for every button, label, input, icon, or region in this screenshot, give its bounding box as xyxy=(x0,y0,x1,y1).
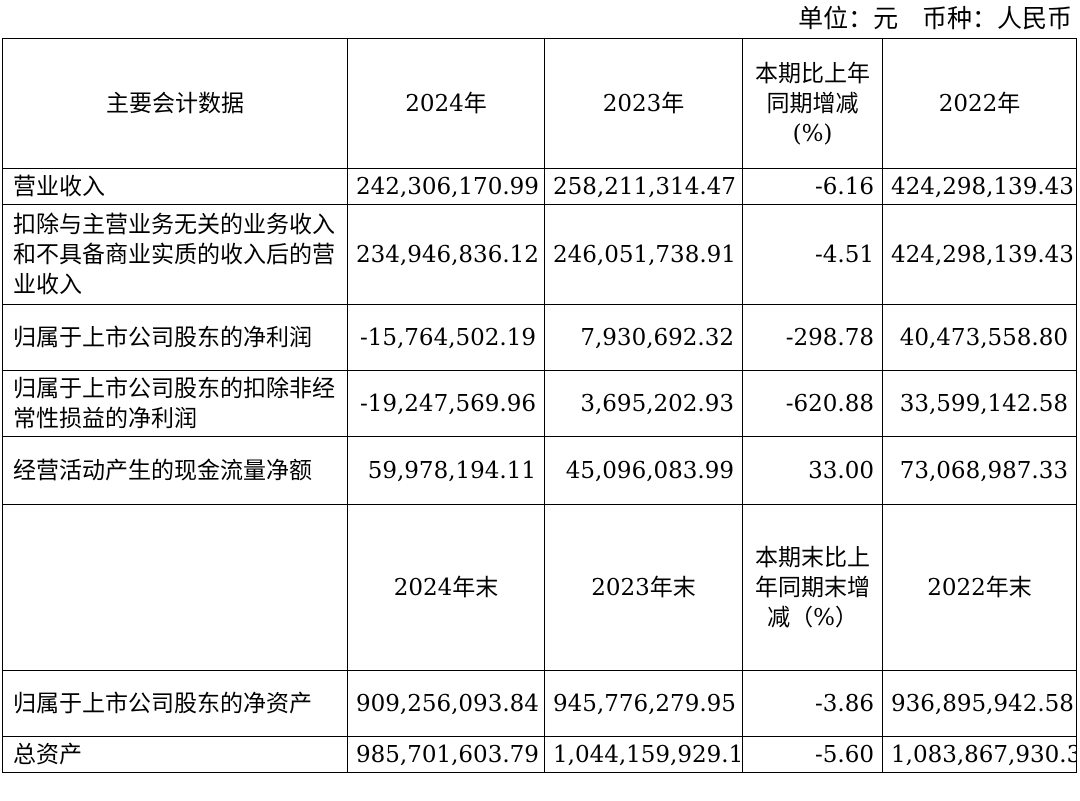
header-2024-end: 2024年末 xyxy=(347,504,545,671)
value-2024: 59,978,194.11 xyxy=(347,436,545,505)
value-2023: 3,695,202.93 xyxy=(544,370,743,437)
header-2023-end: 2023年末 xyxy=(544,504,743,671)
value-change: -6.16 xyxy=(742,168,883,205)
value-2022: 40,473,558.80 xyxy=(882,304,1077,371)
table-row: 经营活动产生的现金流量净额 59,978,194.11 45,096,083.9… xyxy=(2,436,1077,505)
value-change: -620.88 xyxy=(742,370,883,437)
header-label: 主要会计数据 xyxy=(2,38,348,169)
value-2022: 424,298,139.43 xyxy=(882,204,1077,305)
row-label: 总资产 xyxy=(2,736,348,773)
header-change: 本期比上年同期增减(%) xyxy=(742,38,883,169)
value-2023: 45,096,083.99 xyxy=(544,436,743,505)
header-2022: 2022年 xyxy=(882,38,1077,169)
table-row: 归属于上市公司股东的扣除非经常性损益的净利润 -19,247,569.96 3,… xyxy=(2,370,1077,437)
value-2024: 234,946,836.12 xyxy=(347,204,545,305)
row-label: 扣除与主营业务无关的业务收入和不具备商业实质的收入后的营业收入 xyxy=(2,204,348,305)
value-change: -298.78 xyxy=(742,304,883,371)
table-row: 总资产 985,701,603.79 1,044,159,929.12 -5.6… xyxy=(2,736,1077,773)
value-2022: 33,599,142.58 xyxy=(882,370,1077,437)
value-2024: -15,764,502.19 xyxy=(347,304,545,371)
value-2023: 246,051,738.91 xyxy=(544,204,743,305)
unit-currency-note: 单位：元 币种：人民币 xyxy=(798,4,1072,33)
table-row: 归属于上市公司股东的净利润 -15,764,502.19 7,930,692.3… xyxy=(2,304,1077,371)
key-accounting-data-table: 主要会计数据 2024年 2023年 本期比上年同期增减(%) 2022年 营业… xyxy=(2,38,1077,773)
value-2022: 936,895,942.58 xyxy=(882,670,1077,737)
value-2022: 424,298,139.43 xyxy=(882,168,1077,205)
value-2024: 985,701,603.79 xyxy=(347,736,545,773)
value-change: -5.60 xyxy=(742,736,883,773)
header-2024: 2024年 xyxy=(347,38,545,169)
value-change: -3.86 xyxy=(742,670,883,737)
value-2024: 242,306,170.99 xyxy=(347,168,545,205)
header-2022-end: 2022年末 xyxy=(882,504,1077,671)
value-2023: 7,930,692.32 xyxy=(544,304,743,371)
table-row: 扣除与主营业务无关的业务收入和不具备商业实质的收入后的营业收入 234,946,… xyxy=(2,204,1077,305)
row-label: 归属于上市公司股东的净利润 xyxy=(2,304,348,371)
header-2023: 2023年 xyxy=(544,38,743,169)
row-label: 归属于上市公司股东的扣除非经常性损益的净利润 xyxy=(2,370,348,437)
value-2022: 73,068,987.33 xyxy=(882,436,1077,505)
header-label xyxy=(2,504,348,671)
row-label: 归属于上市公司股东的净资产 xyxy=(2,670,348,737)
table-row: 营业收入 242,306,170.99 258,211,314.47 -6.16… xyxy=(2,168,1077,205)
value-2023: 1,044,159,929.12 xyxy=(544,736,743,773)
row-label: 经营活动产生的现金流量净额 xyxy=(2,436,348,505)
table-header-row: 主要会计数据 2024年 2023年 本期比上年同期增减(%) 2022年 xyxy=(2,38,1077,169)
value-change: -4.51 xyxy=(742,204,883,305)
value-2023: 945,776,279.95 xyxy=(544,670,743,737)
value-2024: -19,247,569.96 xyxy=(347,370,545,437)
table-header-row: 2024年末 2023年末 本期末比上年同期末增减（%） 2022年末 xyxy=(2,504,1077,671)
value-2023: 258,211,314.47 xyxy=(544,168,743,205)
row-label: 营业收入 xyxy=(2,168,348,205)
value-2024: 909,256,093.84 xyxy=(347,670,545,737)
value-change: 33.00 xyxy=(742,436,883,505)
table-row: 归属于上市公司股东的净资产 909,256,093.84 945,776,279… xyxy=(2,670,1077,737)
value-2022: 1,083,867,930.32 xyxy=(882,736,1077,773)
header-change-end: 本期末比上年同期末增减（%） xyxy=(742,504,883,671)
